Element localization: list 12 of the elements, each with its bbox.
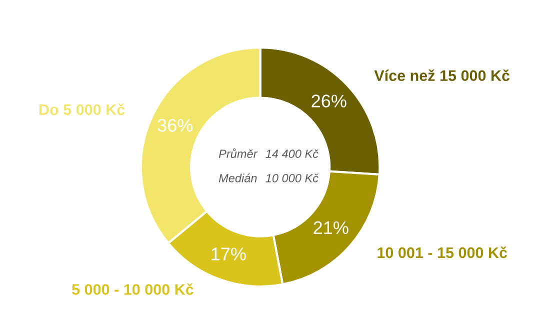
slice-label: 10 001 - 15 000 Kč	[378, 246, 508, 258]
slice-label: 5 000 - 10 000 Kč	[72, 283, 194, 295]
text: 10 000 Kč	[266, 174, 318, 182]
text: Medián	[218, 174, 257, 182]
data-label: 17%	[212, 248, 246, 260]
text: Průměr	[218, 148, 258, 158]
text: 14 400 Kč	[266, 149, 318, 158]
slice-label: Do 5 000 Kč	[40, 104, 125, 116]
data-label: 26%	[312, 94, 346, 108]
data-label: 21%	[314, 221, 348, 234]
slice-label: Více než 15 000 Kč	[374, 69, 510, 82]
data-label: 36%	[158, 118, 193, 132]
